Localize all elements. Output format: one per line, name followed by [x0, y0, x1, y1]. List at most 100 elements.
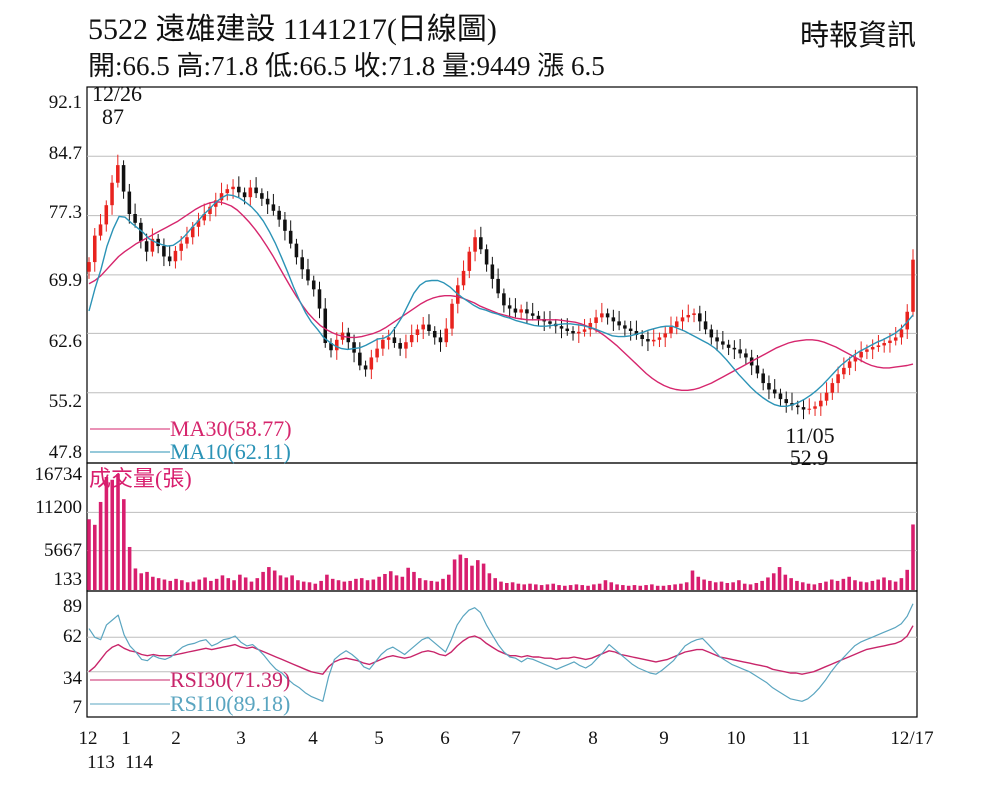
- volume-bar: [151, 576, 155, 590]
- xtick-0: 12: [79, 728, 98, 749]
- candle: [121, 160, 126, 199]
- candle: [369, 349, 374, 380]
- volume-bar: [690, 570, 695, 590]
- volume-bar: [435, 581, 439, 590]
- candle: [559, 318, 564, 339]
- volume-bar: [249, 581, 254, 590]
- candle: [876, 335, 881, 352]
- volume-bar: [766, 577, 770, 590]
- candle: [92, 228, 97, 272]
- volume-bar: [597, 583, 602, 590]
- xtick-2: 2: [171, 728, 181, 749]
- volume-bar: [330, 578, 335, 590]
- volume-bar: [325, 574, 329, 590]
- volume-bar: [592, 584, 596, 590]
- price-ytick-6: 47.8: [49, 442, 82, 463]
- candle: [870, 339, 875, 360]
- candle: [404, 334, 408, 359]
- volume-bar: [290, 575, 294, 590]
- volume-bar: [371, 579, 376, 590]
- volume-bar: [238, 574, 242, 590]
- price-ytick-2: 77.3: [49, 202, 82, 223]
- candle: [271, 193, 276, 216]
- volume-bar: [313, 583, 318, 590]
- volume-bar: [93, 524, 97, 590]
- volume-bar: [586, 585, 590, 590]
- candle: [398, 338, 402, 356]
- volume-bar: [127, 546, 132, 590]
- candle: [830, 378, 835, 400]
- volume-bar: [261, 571, 265, 590]
- candle: [392, 326, 397, 348]
- candle: [358, 342, 362, 371]
- volume-bar: [441, 578, 445, 590]
- volume-bar: [232, 580, 236, 590]
- volume-bar: [876, 579, 880, 590]
- price-ytick-3: 69.9: [49, 270, 82, 291]
- volume-bar: [505, 582, 509, 590]
- volume-bar: [336, 580, 341, 590]
- candle: [761, 368, 765, 391]
- volume-bar: [911, 524, 915, 590]
- candle: [813, 401, 817, 416]
- volume-bar: [609, 582, 614, 590]
- candle: [133, 203, 137, 228]
- volume-bar: [905, 569, 909, 590]
- xtick-1-year: 114: [125, 752, 153, 773]
- xtick-7: 7: [511, 728, 521, 749]
- volume-bar: [226, 578, 231, 590]
- volume-bar: [882, 577, 886, 590]
- candle: [542, 311, 546, 331]
- volume-bar: [719, 581, 724, 590]
- volume-bar: [406, 567, 410, 590]
- volume-bar: [853, 580, 857, 590]
- candle: [611, 309, 616, 331]
- candle: [698, 305, 702, 331]
- volume-bar: [510, 582, 515, 590]
- candle: [127, 183, 132, 224]
- candle: [726, 339, 731, 356]
- candle: [346, 327, 351, 350]
- candle: [715, 329, 719, 352]
- candle: [519, 304, 523, 320]
- xtick-6: 6: [440, 728, 450, 749]
- ohlc-summary: 開:66.5 高:71.8 低:66.5 收:71.8 量:9449 漲 6.5: [88, 51, 605, 81]
- volume-bar: [417, 578, 422, 590]
- rsi-ytick-0: 89: [63, 596, 82, 617]
- candle: [628, 320, 633, 341]
- volume-ytick-2: 5667: [44, 540, 82, 561]
- candle: [738, 339, 742, 359]
- volume-bar: [145, 571, 149, 590]
- candle: [836, 366, 840, 393]
- candle: [553, 318, 558, 334]
- candle: [265, 191, 270, 214]
- volume-bar: [296, 580, 300, 590]
- volume-bar: [516, 583, 521, 590]
- candle: [686, 304, 691, 323]
- volume-bar: [534, 584, 538, 590]
- candle: [605, 308, 610, 325]
- candle: [778, 388, 783, 407]
- volume-bar: [737, 580, 741, 590]
- candle: [306, 258, 310, 286]
- volume-bar: [243, 577, 248, 590]
- volume-bar: [255, 578, 260, 590]
- volume-bar: [394, 575, 399, 590]
- volume-bar: [301, 581, 306, 590]
- high-value-label: 87: [102, 104, 124, 129]
- volume-bar: [621, 585, 625, 590]
- xtick-3: 3: [236, 728, 246, 749]
- candle: [254, 177, 258, 198]
- volume-bar: [742, 583, 747, 590]
- volume-bar: [638, 585, 643, 590]
- candle: [225, 184, 230, 201]
- candle: [317, 281, 322, 319]
- data-source: 時報資訊: [799, 20, 916, 52]
- xtick-11: 11: [792, 728, 810, 749]
- candle: [530, 302, 535, 321]
- candle: [415, 324, 420, 343]
- volume-bar: [458, 554, 463, 590]
- candle: [237, 176, 241, 198]
- candle: [427, 314, 431, 336]
- low-value-label: 52.9: [790, 445, 829, 470]
